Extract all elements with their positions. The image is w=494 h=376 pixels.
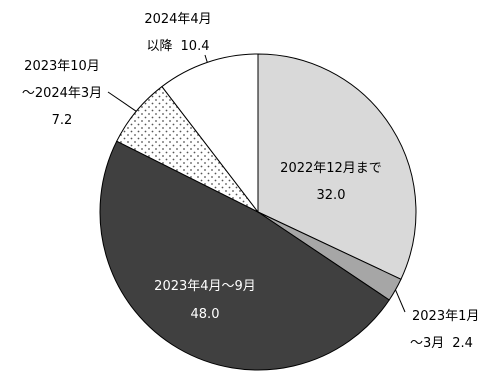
label-2024-apr: 2024年4月 以降 10.4 (144, 12, 211, 54)
label-2023-jan-mar: 2023年1月 ～3月 2.4 (410, 309, 479, 351)
slice-label-2023-oct-line1: 2023年10月 (24, 59, 100, 74)
leader-lines (107, 54, 406, 313)
slice-label-2022-dec: 2022年12月まで (280, 161, 382, 176)
label-2022-dec: 2022年12月まで 32.0 (280, 161, 382, 203)
label-2023-oct-2024-mar: 2023年10月 ～2024年3月 7.2 (22, 59, 102, 128)
leader-line-4 (204, 54, 208, 63)
pie-slice-2 (99, 140, 390, 371)
slice-label-2023-oct-line2: ～2024年3月 (22, 86, 102, 101)
slice-label-2024-apr-line1: 2024年4月 (144, 12, 211, 27)
slice-value-2023-oct-2024-mar: 7.2 (52, 113, 73, 128)
leader-line-3 (107, 91, 137, 112)
slice-label-2023-apr-sep: 2023年4月～9月 (154, 279, 256, 294)
slice-value-2022-dec: 32.0 (317, 188, 346, 203)
slice-label-2023-jan-mar-line2: ～3月 2.4 (410, 336, 473, 351)
leader-line-1 (395, 289, 406, 313)
slice-label-2023-jan-mar-line1: 2023年1月 (412, 309, 479, 324)
label-2023-apr-sep: 2023年4月～9月 48.0 (154, 279, 256, 322)
pie-slices (99, 53, 417, 371)
slice-value-2023-apr-sep: 48.0 (191, 307, 220, 322)
slice-label-2024-apr-line2: 以降 10.4 (147, 39, 210, 54)
pie-slice-0 (257, 53, 417, 280)
